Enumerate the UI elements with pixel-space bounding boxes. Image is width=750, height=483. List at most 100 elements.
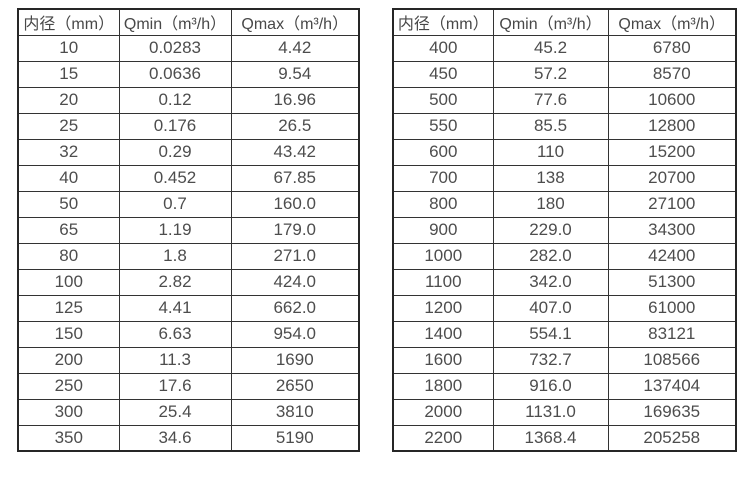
table-cell: 0.452	[118, 164, 232, 192]
table-cell: 3810	[230, 398, 360, 426]
table-cell: 20700	[607, 164, 737, 192]
table-row: 500 77.6 10600	[392, 86, 737, 114]
table-cell: 205258	[607, 424, 737, 452]
table-cell: 500	[392, 86, 494, 114]
table-cell: 342.0	[492, 268, 609, 296]
table-cell: 1131.0	[492, 398, 609, 426]
table-cell: 1400	[392, 320, 494, 348]
table-cell: 1.19	[118, 216, 232, 244]
table-cell: 0.29	[118, 138, 232, 166]
table-cell: 0.0636	[118, 60, 232, 88]
table-cell: 916.0	[492, 372, 609, 400]
table-cell: 1.8	[118, 242, 232, 270]
table-cell: 8570	[607, 60, 737, 88]
table-row: 250 17.6 2650	[17, 372, 360, 400]
table-row: 2200 1368.4 205258	[392, 424, 737, 452]
table-cell: 50	[17, 190, 120, 218]
flow-table-large-diameters: 内径（mm） Qmin（m³/h） Qmax（m³/h） 400 45.2 6780 450…	[392, 8, 737, 452]
table-row: 450 57.2 8570	[392, 60, 737, 88]
table-row: 20 0.12 16.96	[17, 86, 360, 114]
table-cell: 271.0	[230, 242, 360, 270]
table-row: 1200 407.0 61000	[392, 294, 737, 322]
table-cell: 169635	[607, 398, 737, 426]
column-header: Qmax（m³/h）	[607, 8, 737, 36]
table-cell: 125	[17, 294, 120, 322]
header-row: 内径（mm） Qmin（m³/h） Qmax（m³/h）	[392, 8, 737, 36]
table-cell: 300	[17, 398, 120, 426]
table-cell: 83121	[607, 320, 737, 348]
table-row: 15 0.0636 9.54	[17, 60, 360, 88]
table-cell: 0.12	[118, 86, 232, 114]
table-cell: 600	[392, 138, 494, 166]
table-cell: 1200	[392, 294, 494, 322]
table-cell: 12800	[607, 112, 737, 140]
table-cell: 424.0	[230, 268, 360, 296]
table-cell: 10	[17, 34, 120, 62]
table-row: 700 138 20700	[392, 164, 737, 192]
table-cell: 4.41	[118, 294, 232, 322]
column-header: 内径（mm）	[392, 8, 494, 36]
table-cell: 15	[17, 60, 120, 88]
table-cell: 1690	[230, 346, 360, 374]
table-cell: 85.5	[492, 112, 609, 140]
table-cell: 77.6	[492, 86, 609, 114]
table-cell: 15200	[607, 138, 737, 166]
table-cell: 407.0	[492, 294, 609, 322]
table-cell: 51300	[607, 268, 737, 296]
table-cell: 0.176	[118, 112, 232, 140]
table-row: 100 2.82 424.0	[17, 268, 360, 296]
column-header: Qmax（m³/h）	[230, 8, 360, 36]
table-cell: 732.7	[492, 346, 609, 374]
table-row: 2000 1131.0 169635	[392, 398, 737, 426]
table-cell: 108566	[607, 346, 737, 374]
table-cell: 2650	[230, 372, 360, 400]
table-cell: 25.4	[118, 398, 232, 426]
table-cell: 1368.4	[492, 424, 609, 452]
table-cell: 17.6	[118, 372, 232, 400]
table-row: 40 0.452 67.85	[17, 164, 360, 192]
column-header: Qmin（m³/h）	[492, 8, 609, 36]
table-cell: 1800	[392, 372, 494, 400]
table-cell: 700	[392, 164, 494, 192]
table-row: 350 34.6 5190	[17, 424, 360, 452]
table-row: 125 4.41 662.0	[17, 294, 360, 322]
table-cell: 954.0	[230, 320, 360, 348]
table-row: 1800 916.0 137404	[392, 372, 737, 400]
table-row: 1000 282.0 42400	[392, 242, 737, 270]
table-cell: 137404	[607, 372, 737, 400]
table-cell: 57.2	[492, 60, 609, 88]
table-row: 150 6.63 954.0	[17, 320, 360, 348]
table-cell: 43.42	[230, 138, 360, 166]
table-cell: 6.63	[118, 320, 232, 348]
table-row: 400 45.2 6780	[392, 34, 737, 62]
table-cell: 200	[17, 346, 120, 374]
table-cell: 100	[17, 268, 120, 296]
table-row: 600 110 15200	[392, 138, 737, 166]
table-cell: 180	[492, 190, 609, 218]
table-cell: 0.0283	[118, 34, 232, 62]
table-cell: 5190	[230, 424, 360, 452]
header-row: 内径（mm） Qmin（m³/h） Qmax（m³/h）	[17, 8, 360, 36]
table-cell: 450	[392, 60, 494, 88]
table-cell: 2000	[392, 398, 494, 426]
table-cell: 11.3	[118, 346, 232, 374]
table-row: 10 0.0283 4.42	[17, 34, 360, 62]
table-cell: 9.54	[230, 60, 360, 88]
table-cell: 662.0	[230, 294, 360, 322]
table-row: 65 1.19 179.0	[17, 216, 360, 244]
table-cell: 250	[17, 372, 120, 400]
table-cell: 554.1	[492, 320, 609, 348]
flow-table-small-diameters: 内径（mm） Qmin（m³/h） Qmax（m³/h） 10 0.0283 4.42 15…	[17, 8, 360, 452]
table-cell: 900	[392, 216, 494, 244]
column-header: Qmin（m³/h）	[118, 8, 232, 36]
table-cell: 110	[492, 138, 609, 166]
table-cell: 6780	[607, 34, 737, 62]
table-row: 25 0.176 26.5	[17, 112, 360, 140]
table-cell: 26.5	[230, 112, 360, 140]
table-cell: 2200	[392, 424, 494, 452]
table-cell: 160.0	[230, 190, 360, 218]
table-row: 32 0.29 43.42	[17, 138, 360, 166]
table-row: 80 1.8 271.0	[17, 242, 360, 270]
table-row: 1600 732.7 108566	[392, 346, 737, 374]
table-cell: 550	[392, 112, 494, 140]
